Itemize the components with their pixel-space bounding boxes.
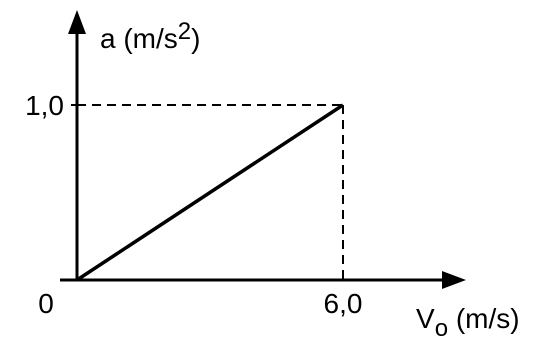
origin-label: 0 xyxy=(38,288,54,319)
x-axis-arrow-icon xyxy=(442,271,466,289)
x-axis-label: Vo (m/s) xyxy=(416,303,520,342)
x-axis-label-sub: o xyxy=(435,315,448,342)
y-axis-arrow-icon xyxy=(68,10,86,34)
series-line xyxy=(76,103,344,282)
y-axis-label-close: ) xyxy=(191,23,200,54)
y-axis-label-sup: 2 xyxy=(178,18,191,45)
x-axis-label-base: V xyxy=(416,303,435,334)
y-tick-label: 1,0 xyxy=(25,90,64,121)
y-axis-label-text: a (m/s xyxy=(100,23,178,54)
x-axis-label-rest: (m/s) xyxy=(448,303,520,334)
x-tick-label: 6,0 xyxy=(324,288,363,319)
y-axis-label: a (m/s2) xyxy=(100,18,200,54)
